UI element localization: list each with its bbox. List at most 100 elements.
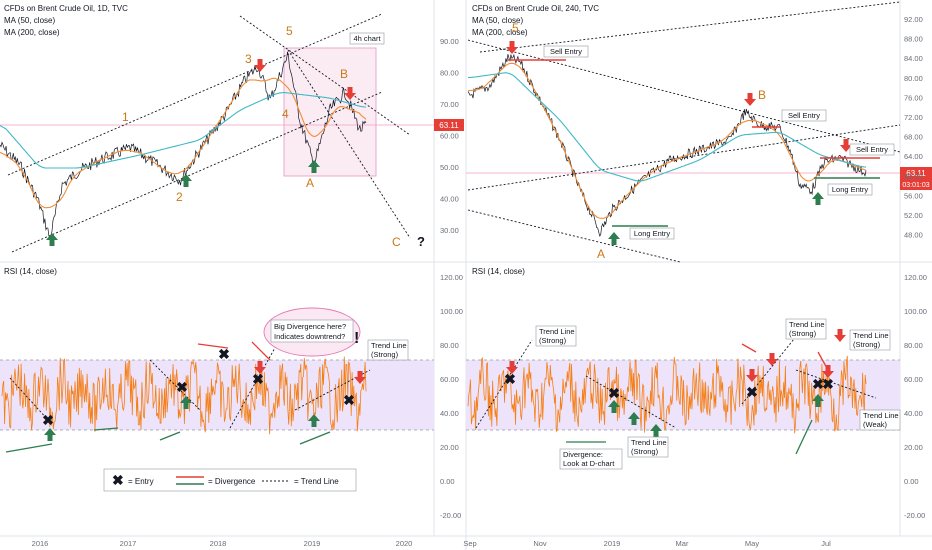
- svg-text:(Strong): (Strong): [853, 340, 881, 349]
- right-top-line: [479, 1, 901, 53]
- note-sell-entry-2: Sell Entry: [781, 109, 827, 122]
- rsi-short-arrow: [354, 371, 366, 384]
- question-mark: ?: [417, 234, 425, 249]
- left-time-tick: 2017: [120, 539, 137, 548]
- right-tl-note-1: Trend Line (Strong): [535, 325, 577, 347]
- entry-marker: ✖: [343, 392, 355, 408]
- note-sell-entry-1: Sell Entry: [543, 45, 589, 58]
- left-ma50-series: [0, 77, 367, 209]
- entry-marker: ✖: [176, 379, 188, 395]
- short-arrow: [840, 139, 852, 152]
- left-price-tag-text: 63.11: [439, 121, 459, 130]
- left-price-tick: 30.00: [440, 226, 459, 235]
- left-time-tick: 2019: [304, 539, 321, 548]
- note-long-entry-2: Long Entry: [827, 183, 873, 196]
- rsi-long-arrow: [180, 396, 192, 409]
- entry-marker: ✖: [608, 385, 620, 401]
- exclaim: !: [354, 330, 359, 347]
- right-rsi-tick: 0.00: [904, 477, 919, 486]
- svg-text:Trend Line: Trend Line: [853, 331, 889, 340]
- right-time-tick: May: [745, 539, 759, 548]
- svg-text:Long Entry: Long Entry: [634, 229, 671, 238]
- right-wave-5: 5: [512, 21, 519, 35]
- rsi-short-arrow: [766, 353, 778, 366]
- svg-text:Trend Line: Trend Line: [539, 327, 575, 336]
- rsi-long-arrow: [628, 412, 640, 425]
- left-price-tag: [434, 119, 464, 131]
- right-rsi-tick: 20.00: [904, 443, 923, 452]
- right-price-tick: 52.00: [904, 211, 923, 220]
- right-ma50-series: [467, 62, 867, 219]
- left-rsi-tick: 40.00: [440, 409, 459, 418]
- right-rsi-tick: 40.00: [904, 409, 923, 418]
- rsi-short-arrow: [506, 361, 518, 374]
- right-ma200-series: [467, 72, 867, 182]
- short-arrow: [506, 41, 518, 54]
- right-up-line: [467, 124, 901, 191]
- right-price-tick: 48.00: [904, 231, 923, 240]
- rsi-short-arrow: [746, 369, 758, 382]
- svg-text:Sell Entry: Sell Entry: [788, 111, 820, 120]
- wave-1: 1: [122, 110, 129, 124]
- long-arrow: [608, 232, 620, 245]
- svg-text:Look at D-chart: Look at D-chart: [563, 459, 615, 468]
- svg-text:Long Entry: Long Entry: [832, 185, 869, 194]
- wave-c: C: [392, 235, 401, 249]
- svg-text:Trend Line: Trend Line: [631, 438, 667, 447]
- svg-text:Divergence:: Divergence:: [563, 450, 603, 459]
- divergence-note-line-2: Indicates downtrend?: [274, 332, 345, 341]
- right-tl-note-2: Trend Line (Strong): [627, 436, 669, 458]
- svg-text:Trend Line: Trend Line: [863, 411, 899, 420]
- right-wave-a: A: [597, 247, 605, 261]
- right-price-series: [467, 53, 867, 237]
- left-tl-note-2: (Strong): [371, 350, 399, 359]
- left-price-tick: 90.00: [440, 37, 459, 46]
- left-down-line-1: [239, 15, 411, 136]
- svg-text:✖: ✖: [112, 472, 124, 488]
- left-down-line-2: [287, 49, 411, 239]
- entry-marker: ✖: [252, 371, 264, 387]
- left-time-tick: 2016: [32, 539, 49, 548]
- long-arrow: [46, 233, 58, 246]
- right-time-tick: Sep: [463, 539, 476, 548]
- legend-trend: = Trend Line: [294, 477, 339, 486]
- left-time-tick: 2018: [210, 539, 227, 548]
- rsi-long-arrow: [650, 424, 662, 437]
- rsi-long-arrow: [44, 428, 56, 441]
- 4h-chart-label: 4h chart: [353, 34, 381, 43]
- left-rsi-title: RSI (14, close): [4, 267, 57, 276]
- legend: ✖ = Entry = Divergence = Trend Line: [103, 468, 357, 492]
- left-ma200-label: MA (200, close): [4, 28, 60, 37]
- right-price-tick: 84.00: [904, 54, 923, 63]
- right-price-tick: 92.00: [904, 15, 923, 24]
- right-tl-note-5: Trend Line (Weak): [859, 409, 901, 431]
- right-price-tick: 88.00: [904, 35, 923, 44]
- rsi-short-arrow: [834, 329, 846, 342]
- right-rsi-title: RSI (14, close): [472, 267, 525, 276]
- wave-4: 4: [282, 107, 289, 121]
- legend-entry: = Entry: [128, 477, 154, 486]
- right-rsi-series: [467, 355, 867, 434]
- right-price-tick: 64.00: [904, 152, 923, 161]
- left-tl-note-1: Trend Line: [371, 341, 407, 350]
- right-price-tick: 56.00: [904, 191, 923, 200]
- right-down-line: [467, 39, 901, 153]
- right-tl-note-3: Trend Line (Strong): [785, 318, 827, 340]
- right-time-tag: 03:01:03: [902, 182, 929, 189]
- left-price-tick: 50.00: [440, 163, 459, 172]
- left-ma200-series: [0, 92, 367, 169]
- right-chart-title: CFDs on Brent Crude Oil, 240, TVC: [472, 4, 599, 13]
- note-sell-entry-3: Sell Entry: [849, 143, 895, 156]
- right-price-tick: 60.00: [904, 172, 923, 181]
- left-chart-title: CFDs on Brent Crude Oil, 1D, TVC: [4, 4, 128, 13]
- right-price-tick: 68.00: [904, 133, 923, 142]
- right-time-tick: 2019: [604, 539, 621, 548]
- left-time-tick: 2020: [396, 539, 413, 548]
- right-price-tick: 72.00: [904, 113, 923, 122]
- svg-text:Sell Entry: Sell Entry: [550, 47, 582, 56]
- svg-text:Trend Line: Trend Line: [789, 320, 825, 329]
- rsi-long-arrow: [812, 394, 824, 407]
- rsi-short-arrow: [822, 365, 834, 378]
- svg-text:(Weak): (Weak): [863, 420, 888, 429]
